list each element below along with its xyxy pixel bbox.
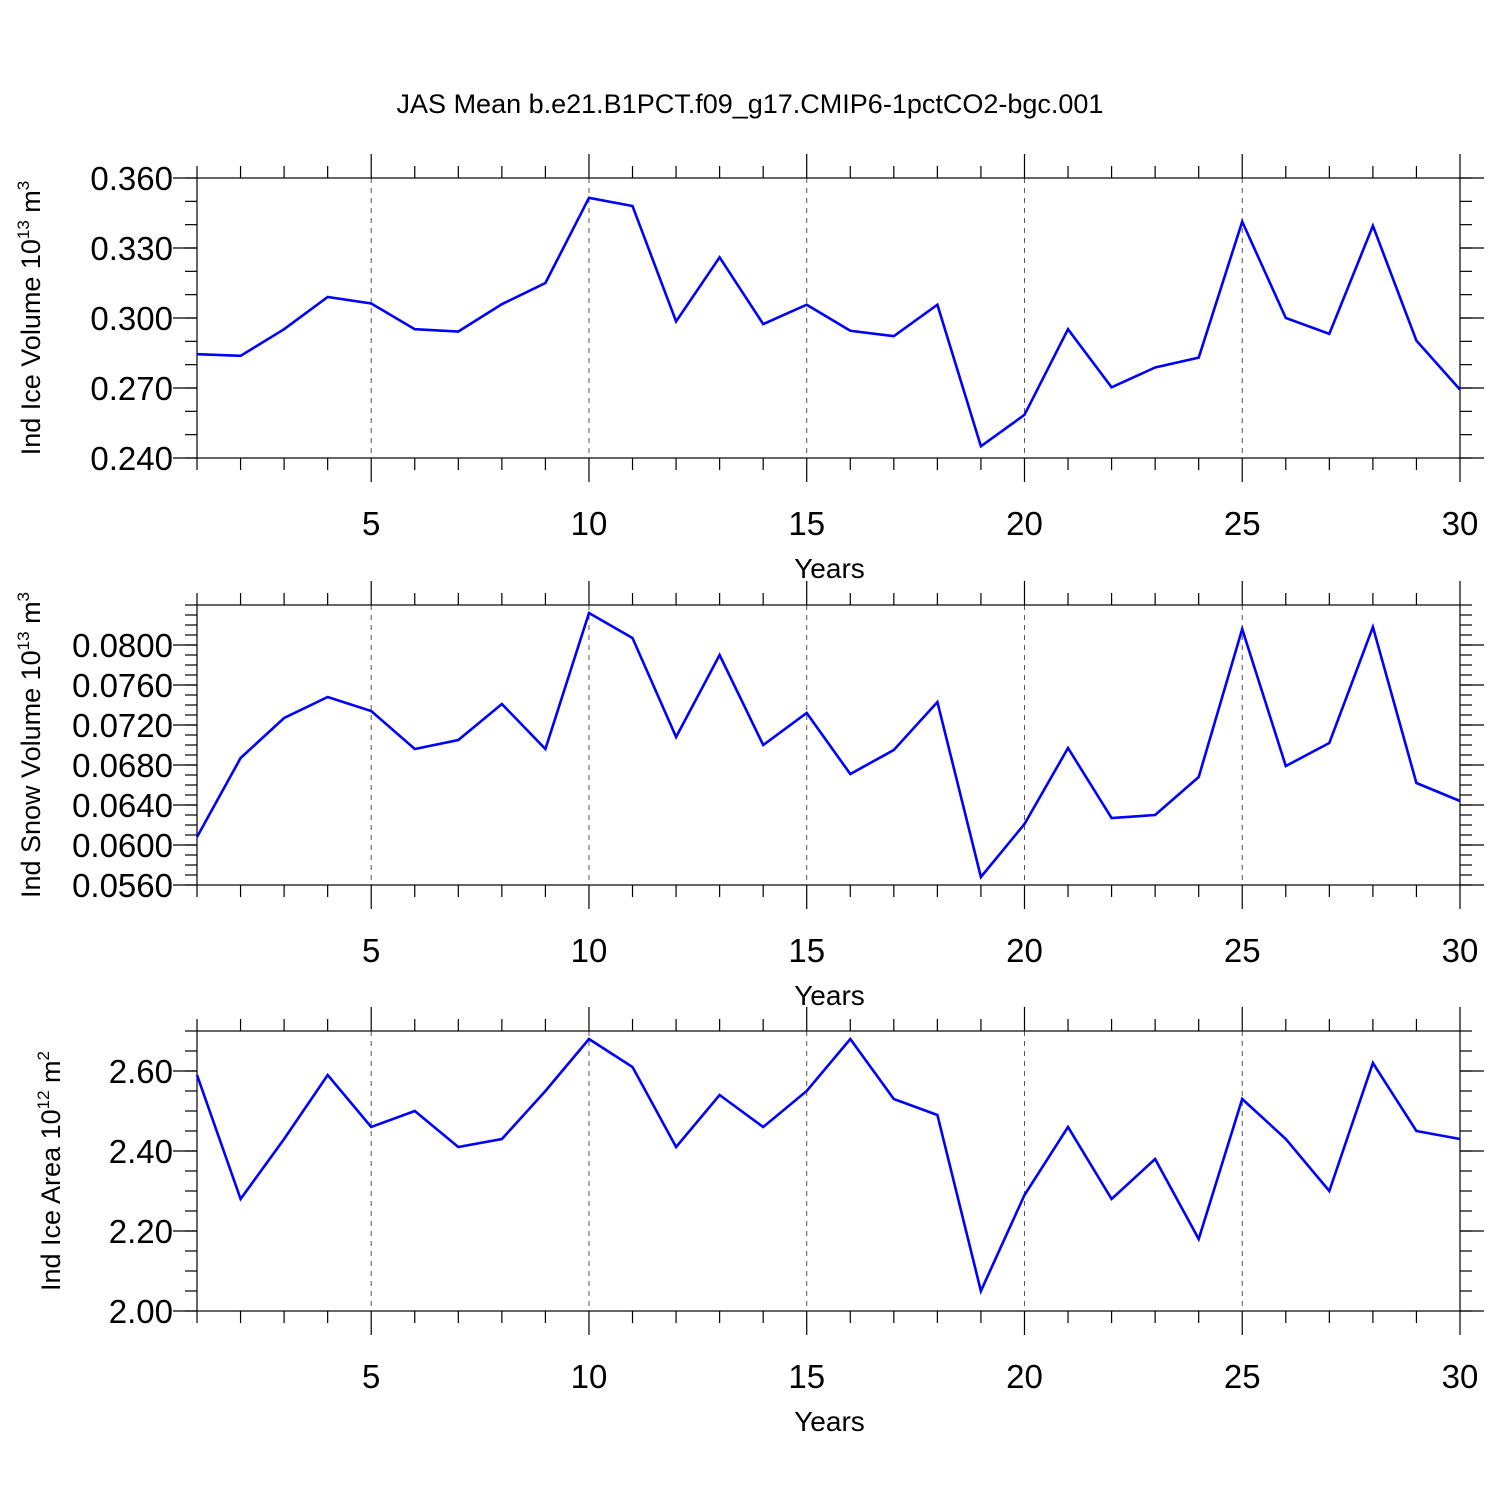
y-axis-label-unit: m (16, 601, 46, 631)
x-tick-label: 20 (1006, 932, 1043, 969)
x-tick-label: 10 (571, 1358, 608, 1395)
x-tick-label: 5 (362, 932, 380, 969)
figure-title: JAS Mean b.e21.B1PCT.f09_g17.CMIP6-1pctC… (397, 89, 1104, 119)
x-tick-label: 15 (788, 505, 825, 542)
y-tick-label: 0.0800 (72, 627, 173, 664)
y-axis-label-main: Ind Snow Volume 10 (16, 650, 46, 898)
x-tick-label: 15 (788, 1358, 825, 1395)
x-tick-label: 20 (1006, 1358, 1043, 1395)
x-tick-label: 5 (362, 505, 380, 542)
x-axis-label: Years (794, 980, 865, 1011)
y-axis-label-exponent: 13 (14, 631, 33, 650)
y-tick-label: 2.20 (109, 1213, 173, 1250)
y-tick-label: 0.300 (90, 300, 173, 337)
y-tick-label: 0.0760 (72, 667, 173, 704)
y-axis-label-exponent: 13 (14, 220, 33, 239)
x-tick-label: 15 (788, 932, 825, 969)
x-tick-label: 25 (1224, 932, 1261, 969)
x-tick-label: 30 (1442, 932, 1479, 969)
y-tick-label: 0.330 (90, 230, 173, 267)
chart-panel-1: 0.360 0.330 0.300 0.270 0.240 5 10 15 20 25 30 Year… (14, 154, 1484, 584)
y-axis-label-unit-exponent: 2 (34, 1051, 53, 1060)
y-tick-label: 0.360 (90, 160, 173, 197)
x-tick-label: 10 (571, 505, 608, 542)
y-tick-label: 0.0560 (72, 867, 173, 904)
y-axis-label-exponent: 12 (34, 1090, 53, 1109)
series-line (196, 196, 1461, 449)
x-tick-label: 20 (1006, 505, 1043, 542)
y-tick-label: 2.00 (109, 1293, 173, 1330)
y-axis-label-unit: m (36, 1060, 66, 1090)
y-axis-label-unit-exponent: 3 (14, 592, 33, 601)
x-axis-label: Years (794, 553, 865, 584)
y-axis-label-unit-exponent: 3 (14, 181, 33, 190)
x-tick-label: 25 (1224, 505, 1261, 542)
y-axis-label: Ind Ice Area 1012 m2 (34, 1051, 66, 1291)
x-tick-label: 30 (1442, 1358, 1479, 1395)
x-axis-label: Years (794, 1406, 865, 1437)
series-line (195, 1036, 1461, 1295)
y-tick-label: 2.60 (109, 1053, 173, 1090)
x-tick-label: 25 (1224, 1358, 1261, 1395)
y-tick-label: 0.0720 (72, 707, 173, 744)
y-axis-label-main: Ind Ice Area 10 (36, 1109, 66, 1291)
x-tick-label: 30 (1442, 505, 1479, 542)
y-axis-label: Ind Snow Volume 1013 m3 (14, 592, 46, 898)
series-line (195, 611, 1461, 880)
y-tick-label: 2.40 (109, 1133, 173, 1170)
chart-panel-3: 2.60 2.40 2.20 2.00 5 10 15 20 25 30 Years Ind Ice … (34, 1007, 1484, 1437)
y-axis-label: Ind Ice Volume 1013 m3 (14, 181, 46, 456)
y-axis-label-main: Ind Ice Volume 10 (16, 239, 46, 455)
y-axis-label-unit: m (16, 190, 46, 220)
y-tick-label: 0.240 (90, 440, 173, 477)
x-tick-label: 5 (362, 1358, 380, 1395)
y-tick-label: 0.0680 (72, 747, 173, 784)
chart-panel-2: 0.08000.07600.07200.06800.06400.06000.05… (14, 581, 1484, 1011)
y-tick-label: 0.0600 (72, 827, 173, 864)
x-tick-label: 10 (571, 932, 608, 969)
y-tick-label: 0.0640 (72, 787, 173, 824)
y-tick-label: 0.270 (90, 370, 173, 407)
